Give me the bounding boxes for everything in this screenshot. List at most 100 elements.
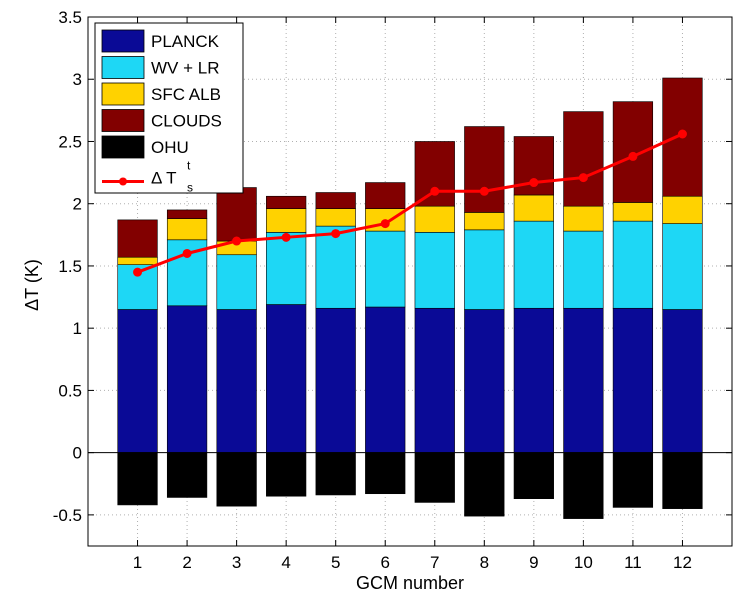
y-tick-label: 2	[73, 195, 82, 214]
axes: -0.500.511.522.533.51 2 3 4 5 6 7 8 9 10 11 12	[53, 8, 733, 572]
x-tick-label: 11	[624, 553, 642, 572]
bar-segment-clouds-3	[216, 187, 257, 242]
y-tick-label: 3.5	[58, 8, 82, 27]
bar-segment-ohu-4	[266, 452, 307, 497]
y-tick-label: 2.5	[58, 132, 82, 151]
bar-segment-ohu-11	[612, 452, 654, 508]
legend-label: PLANCK	[151, 32, 220, 51]
legend-swatch-clouds	[101, 109, 145, 132]
bar-segment-ohu-2	[166, 452, 208, 498]
bar-segment-clouds-5	[315, 192, 356, 209]
bar-segment-planck-9	[513, 307, 554, 453]
delta-t-point-10	[578, 173, 588, 183]
bar-segment-wv-lr-9	[513, 220, 554, 309]
bar-segment-wv-lr-8	[464, 229, 505, 310]
legend-label-delta-t: Δ T	[151, 169, 177, 188]
x-tick-label: 1	[133, 553, 142, 572]
y-tick-label: 0.5	[58, 381, 82, 400]
x-tick-label: 9	[529, 553, 538, 572]
bar-segment-planck-5	[315, 307, 356, 453]
bar-segment-sfc-alb-8	[464, 212, 505, 231]
legend-label: SFC ALB	[151, 85, 221, 104]
bar-segment-sfc-alb-12	[662, 195, 703, 224]
bar-segment-clouds-6	[365, 182, 406, 209]
bar-segment-planck-12	[662, 309, 703, 453]
bar-segment-planck-4	[266, 304, 307, 453]
delta-t-point-4	[281, 232, 291, 242]
legend-label-delta-t-sub: s	[187, 181, 193, 195]
x-axis-title: GCM number	[356, 573, 464, 593]
delta-t-line	[133, 129, 687, 277]
x-tick-label: 10	[574, 553, 593, 572]
bar-segment-ohu-1	[117, 452, 158, 506]
legend-swatch-planck	[101, 29, 145, 53]
x-tick-label: 8	[480, 553, 489, 572]
bar-segment-clouds-8	[464, 126, 505, 213]
plot-frame	[87, 16, 733, 547]
bar-segment-ohu-9	[513, 452, 554, 500]
y-axis-title: ΔT (K)	[22, 259, 42, 311]
bar-segment-sfc-alb-2	[166, 218, 208, 241]
legend-label-delta-t-sup: t	[187, 159, 191, 173]
bar-segment-ohu-10	[563, 452, 604, 519]
bar-segment-clouds-10	[563, 111, 604, 207]
delta-t-point-1	[133, 267, 143, 277]
x-tick-label: 2	[182, 553, 191, 572]
bar-segment-planck-7	[414, 307, 455, 453]
x-tick-label: 4	[281, 553, 290, 572]
delta-t-point-12	[677, 129, 687, 139]
legend-swatch-wv-lr	[101, 56, 145, 79]
bar-segment-wv-lr-7	[414, 232, 455, 309]
bar-segment-ohu-8	[464, 452, 505, 517]
bar-segment-sfc-alb-4	[266, 208, 307, 233]
delta-t-point-6	[380, 219, 390, 229]
y-tick-label: 1	[73, 319, 82, 338]
x-tick-label: 3	[232, 553, 241, 572]
y-tick-label: 0	[73, 444, 82, 463]
bar-segment-wv-lr-3	[216, 254, 257, 310]
legend-label: OHU	[151, 138, 189, 157]
bar-segment-ohu-5	[315, 452, 356, 496]
delta-t-point-3	[232, 236, 242, 246]
bar-segment-sfc-alb-5	[315, 208, 356, 227]
bar-segment-planck-6	[365, 306, 406, 453]
bar-segment-ohu-7	[414, 452, 455, 503]
delta-t-point-11	[628, 151, 638, 161]
bar-segment-planck-11	[612, 307, 654, 453]
bar-segment-planck-8	[464, 309, 505, 453]
bar-stacks	[117, 77, 703, 519]
bar-segment-sfc-alb-10	[563, 205, 604, 232]
bar-segment-wv-lr-6	[365, 230, 406, 308]
bar-segment-sfc-alb-9	[513, 194, 554, 222]
delta-t-polyline	[137, 132, 684, 274]
bar-segment-clouds-7	[414, 141, 455, 207]
legend-swatch-sfc-alb	[101, 82, 145, 106]
bar-segment-wv-lr-12	[662, 223, 703, 310]
bar-segment-clouds-4	[266, 195, 307, 209]
y-tick-label: 3	[73, 70, 82, 89]
delta-t-point-9	[529, 178, 539, 188]
bar-segment-planck-10	[563, 307, 604, 453]
bar-segment-planck-3	[216, 309, 257, 453]
legend-label: CLOUDS	[151, 112, 222, 131]
bar-segment-sfc-alb-7	[414, 205, 455, 233]
legend: PLANCK WV + LR SFC ALB CLOUDS OHU Δ T ts	[94, 22, 244, 195]
bar-segment-sfc-alb-1	[117, 256, 158, 265]
delta-t-point-8	[479, 186, 489, 196]
y-tick-label: 1.5	[58, 257, 82, 276]
legend-line-marker	[119, 177, 127, 186]
bar-segment-planck-1	[117, 309, 158, 453]
x-tick-label: 5	[331, 553, 340, 572]
x-tick-label: 6	[380, 553, 389, 572]
bar-segment-wv-lr-11	[612, 220, 654, 309]
bar-segment-sfc-alb-11	[612, 202, 654, 222]
x-tick-label: 12	[673, 553, 692, 572]
bar-segment-ohu-3	[216, 452, 257, 507]
y-tick-label: -0.5	[53, 506, 82, 525]
bar-segment-wv-lr-10	[563, 230, 604, 309]
x-tick-label: 7	[430, 553, 439, 572]
bar-segment-ohu-12	[662, 452, 703, 509]
bar-segment-wv-lr-4	[266, 232, 307, 305]
delta-t-point-5	[331, 229, 341, 239]
